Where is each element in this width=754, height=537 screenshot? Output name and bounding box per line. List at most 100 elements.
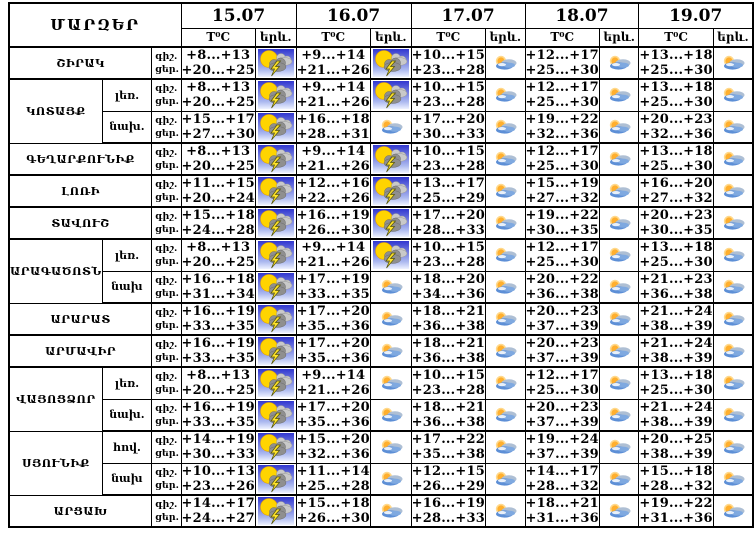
- night-label: գիշ.: [155, 243, 178, 255]
- forecast-table-body: ՇԻՐԱԿ գիշ. ցեր. +8...+13 +20...+25 +9...+14 +2…: [8, 46, 754, 528]
- thunderstorm-icon: [257, 145, 294, 173]
- phenomena-cell: [712, 494, 754, 528]
- partly-cloudy-icon: [381, 440, 403, 454]
- partly-cloudy-icon: [609, 119, 631, 134]
- night-temp: +8...+13: [186, 48, 251, 63]
- temperature-cell: +16...+19 +28...+33: [410, 494, 486, 528]
- partly-cloudy-icon: [496, 471, 517, 486]
- thunderstorm-icon: [257, 177, 294, 205]
- night-temp: +13...+18: [639, 368, 713, 384]
- phenomena-cell: [712, 238, 754, 272]
- night-label: գիշ.: [155, 435, 178, 447]
- day-temp: +24...+27: [181, 511, 255, 526]
- partly-cloudy-icon: [723, 55, 745, 70]
- day-temp: +20...+24: [181, 191, 255, 206]
- partly-cloudy-icon: [723, 183, 745, 198]
- partly-cloudy-icon: [496, 343, 517, 358]
- night-temp: +9...+14: [301, 368, 366, 384]
- day-temp: +36...+38: [411, 351, 485, 366]
- temperature-cell: +12...+16 +22...+26: [295, 174, 371, 208]
- partly-cloudy-icon: [609, 503, 631, 518]
- phenomena-cell: [484, 494, 526, 528]
- day-temp: +32...+36: [639, 126, 713, 142]
- night-label: գիշ.: [155, 499, 178, 510]
- temperature-cell: +14...+17 +28...+32: [524, 462, 600, 496]
- region-name: ԳԵՂԱՐՔՈՒՆԻՔ: [8, 142, 153, 176]
- night-temp: +16...+18: [296, 111, 370, 127]
- day-temp: +23...+28: [411, 95, 485, 111]
- day-temp: +25...+30: [639, 255, 713, 271]
- night-label: գիշ.: [155, 371, 178, 383]
- day-temp: +23...+28: [411, 255, 485, 271]
- night-label: գիշ.: [155, 274, 178, 286]
- phenomena-cell: [484, 430, 526, 464]
- temperature-cell: +12...+17 +25...+30: [524, 142, 600, 176]
- day-label: ցեր.: [155, 320, 179, 331]
- day-temp: +26...+29: [411, 478, 485, 494]
- partly-cloudy-icon: [723, 248, 745, 262]
- phenomena-cell: [598, 270, 640, 304]
- temperature-cell: +18...+21 +36...+38: [410, 302, 486, 336]
- temperature-cell: +15...+18 +28...+32: [638, 462, 714, 496]
- day-temp: +34...+36: [411, 286, 485, 302]
- temperature-cell: +13...+18 +25...+30: [638, 78, 714, 112]
- partly-cloudy-icon: [609, 183, 631, 198]
- phenomena-cell: [369, 270, 412, 304]
- region-name: ԱՐՄԱՎԻՐ: [8, 334, 153, 368]
- day-temp: +30...+35: [639, 223, 713, 238]
- day-temp: +38...+39: [639, 351, 713, 366]
- phenomena-cell: [254, 334, 297, 368]
- night-temp: +8...+13: [186, 144, 251, 159]
- phenomena-cell: [484, 462, 526, 496]
- subregion-label: նախ.: [101, 398, 153, 432]
- temperature-cell: +17...+20 +35...+36: [295, 334, 371, 368]
- partly-cloudy-icon: [609, 279, 631, 294]
- night-temp: +14...+19: [181, 432, 255, 448]
- day-temp: +25...+30: [639, 159, 713, 174]
- phenomena-cell: [598, 110, 640, 144]
- thunderstorm-icon: [372, 241, 409, 270]
- night-temp: +10...+15: [411, 48, 485, 63]
- time-of-day-labels: գիշ. ցեր.: [151, 462, 182, 496]
- night-temp: +20...+23: [525, 399, 599, 415]
- day-temp: +25...+30: [639, 95, 713, 111]
- region-name: ՎԱՅՈՑՁՈՐ: [8, 366, 103, 432]
- temperature-cell: +9...+14 +21...+26: [295, 238, 371, 272]
- thunderstorm-icon: [372, 145, 409, 173]
- temperature-cell: +20...+23 +37...+39: [524, 334, 600, 368]
- phenomena-cell: [254, 142, 297, 176]
- day-temp: +37...+39: [525, 447, 599, 463]
- partly-cloudy-icon: [723, 311, 745, 326]
- phenomena-cell: [484, 398, 526, 432]
- thunderstorm-icon: [372, 49, 409, 77]
- day-temp: +21...+26: [296, 159, 370, 174]
- phenomena-header: երև.: [254, 27, 297, 48]
- night-temp: +15...+18: [639, 463, 713, 479]
- phenomena-cell: [712, 78, 754, 112]
- temperature-cell: +19...+22 +31...+36: [638, 494, 714, 528]
- thunderstorm-icon: [257, 369, 294, 398]
- phenomena-cell: [484, 142, 526, 176]
- phenomena-cell: [254, 398, 297, 432]
- partly-cloudy-icon: [381, 119, 403, 134]
- region-name: ՏԱՎՈՒՇ: [8, 206, 153, 240]
- night-temp: +8...+13: [186, 80, 251, 96]
- region-name: ԼՈՌԻ: [8, 174, 153, 208]
- temperature-cell: +17...+20 +35...+36: [295, 398, 371, 432]
- temperature-cell: +13...+18 +25...+30: [638, 238, 714, 272]
- temperature-cell: +8...+13 +20...+25: [180, 142, 256, 176]
- thunderstorm-icon: [257, 49, 294, 77]
- night-temp: +17...+19: [296, 271, 370, 287]
- phenomena-cell: [598, 142, 640, 176]
- phenomena-cell: [369, 174, 412, 208]
- phenomena-cell: [598, 78, 640, 112]
- temperature-cell: +12...+17 +25...+30: [524, 238, 600, 272]
- thunderstorm-icon: [257, 497, 294, 525]
- night-temp: +17...+20: [411, 208, 485, 223]
- phenomena-cell: [254, 462, 297, 496]
- partly-cloudy-icon: [496, 119, 517, 134]
- temperature-cell: +15...+17 +27...+30: [180, 110, 256, 144]
- phenomena-cell: [369, 238, 412, 272]
- day-label: ցեր.: [155, 512, 179, 523]
- temp-header: T⁰C: [295, 27, 371, 48]
